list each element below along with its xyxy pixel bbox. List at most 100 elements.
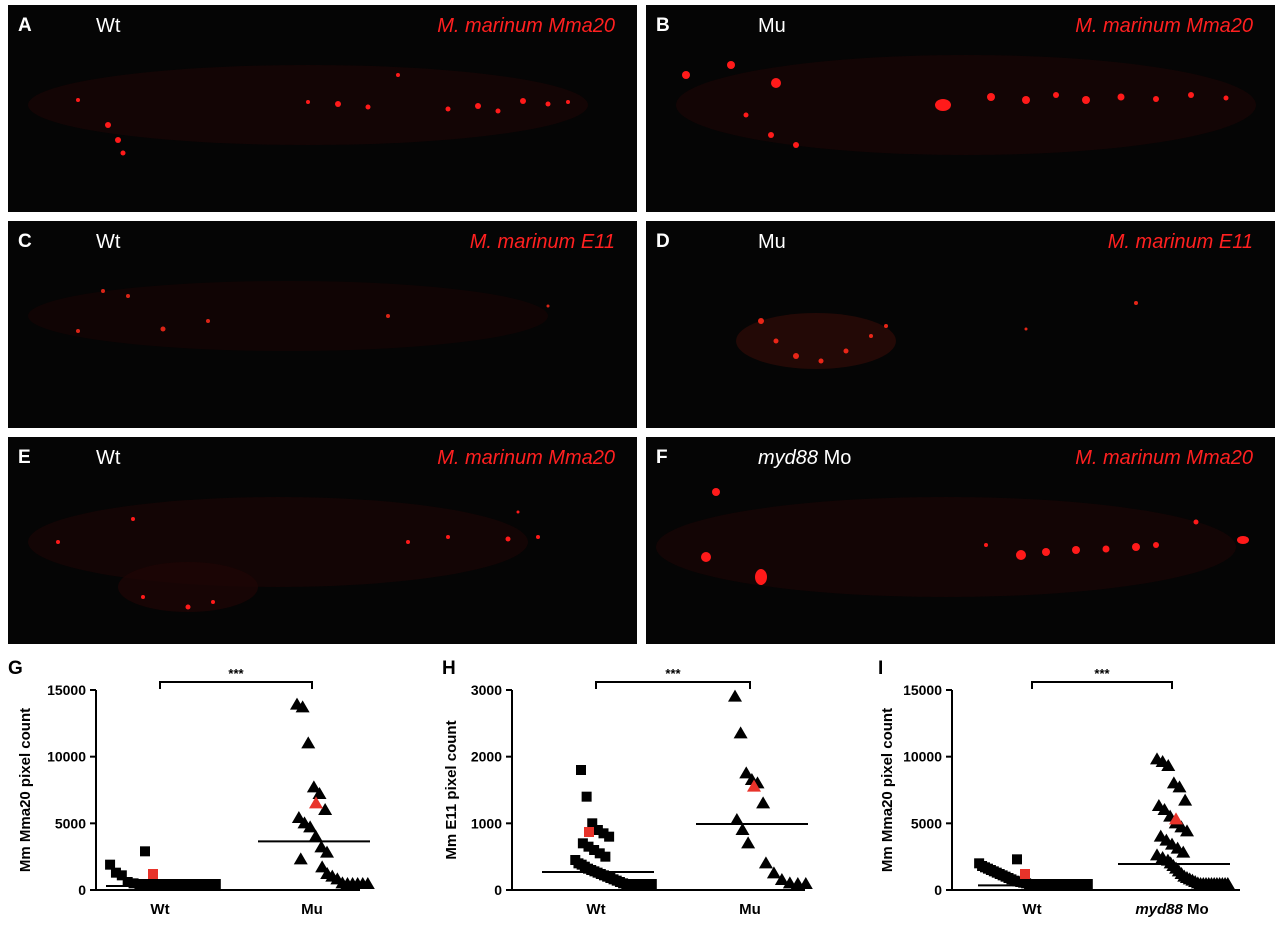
- panel-e: E Wt M. marinum Mma20: [8, 437, 637, 644]
- fluorescence-image: [736, 301, 1138, 369]
- data-point: [756, 796, 771, 809]
- y-tick-label: 1000: [471, 815, 502, 831]
- data-point: [1161, 759, 1176, 771]
- highlight-point: [1169, 812, 1183, 825]
- data-point: [306, 780, 321, 793]
- x-tick-label: Mu: [301, 901, 323, 918]
- x-tick-label: Wt: [150, 901, 169, 918]
- significance-label: ***: [228, 666, 244, 681]
- data-point: [146, 879, 157, 889]
- panel-label: I: [878, 658, 883, 679]
- data-point: [798, 877, 813, 889]
- data-point: [301, 736, 316, 749]
- data-point: [576, 765, 586, 775]
- data-point: [308, 829, 323, 842]
- data-point: [729, 813, 744, 825]
- data-point: [1012, 854, 1022, 865]
- panel-label: D: [656, 231, 670, 252]
- data-point: [295, 700, 310, 713]
- data-point: [1220, 877, 1235, 889]
- panel-label: A: [18, 15, 32, 36]
- data-point: [318, 803, 333, 815]
- data-point: [204, 879, 215, 889]
- data-point: [758, 856, 773, 869]
- condition-label: Wt: [96, 15, 121, 37]
- data-point: [1176, 845, 1191, 858]
- data-point: [157, 879, 168, 889]
- data-point: [181, 879, 192, 889]
- panel-label: G: [8, 658, 23, 679]
- data-point: [589, 845, 600, 855]
- data-point: [320, 845, 334, 858]
- panel-d: D Mu M. marinum E11: [646, 221, 1275, 428]
- x-tick-label: myd88 Mo: [1135, 901, 1208, 918]
- panel-a: A Wt M. marinum Mma20: [8, 5, 637, 212]
- data-point: [587, 818, 598, 829]
- y-tick-label: 5000: [911, 815, 942, 831]
- data-point: [110, 867, 121, 878]
- data-point: [774, 873, 789, 885]
- data-point: [1082, 879, 1093, 889]
- panel-label: E: [18, 447, 31, 468]
- fluorescence-image: [28, 497, 540, 612]
- panel-label: H: [442, 658, 456, 679]
- y-tick-label: 10000: [903, 749, 942, 765]
- data-point: [646, 879, 657, 889]
- data-point: [293, 852, 308, 865]
- data-point: [1178, 793, 1193, 806]
- data-point: [303, 820, 318, 833]
- condition-label: Mu: [758, 231, 786, 253]
- highlight-point: [1020, 869, 1030, 879]
- condition-label: Wt: [96, 231, 121, 253]
- fluorescence-image: [656, 488, 1249, 597]
- data-point: [134, 879, 145, 889]
- fluorescence-image: [28, 281, 550, 351]
- data-point: [210, 879, 221, 889]
- y-tick-label: 10000: [47, 749, 86, 765]
- data-point: [594, 848, 605, 859]
- y-axis-label: Mm Mma20 pixel count: [879, 708, 896, 872]
- y-tick-label: 2000: [471, 749, 502, 765]
- y-tick-label: 0: [78, 882, 86, 898]
- condition-label: myd88 Mo: [758, 447, 852, 469]
- data-point: [733, 726, 748, 739]
- data-point: [163, 879, 174, 889]
- highlight-point: [148, 869, 158, 879]
- y-axis-label: Mm Mma20 pixel count: [17, 708, 34, 872]
- data-point: [741, 836, 756, 849]
- data-point: [577, 838, 588, 849]
- data-point: [312, 787, 327, 799]
- data-point: [105, 859, 116, 870]
- data-point: [116, 870, 127, 881]
- data-point: [604, 831, 615, 842]
- data-point: [128, 878, 139, 889]
- significance-label: ***: [665, 666, 681, 681]
- data-point: [735, 823, 750, 835]
- x-tick-label: Wt: [586, 901, 605, 918]
- y-tick-label: 0: [494, 882, 502, 898]
- panel-label: B: [656, 15, 670, 36]
- data-point: [315, 860, 330, 873]
- data-point: [766, 866, 781, 879]
- data-point: [1157, 803, 1172, 815]
- data-point: [592, 825, 603, 835]
- y-tick-label: 5000: [55, 815, 86, 831]
- panel-b: B Mu M. marinum Mma20: [646, 5, 1275, 212]
- condition-label: Mu: [758, 15, 786, 37]
- strain-label: M. marinum Mma20: [437, 15, 615, 37]
- data-point: [152, 879, 163, 889]
- data-point: [175, 879, 186, 889]
- highlight-point: [584, 827, 594, 837]
- data-point: [1180, 824, 1194, 837]
- x-tick-label: Mu: [739, 901, 761, 918]
- data-point: [600, 851, 611, 862]
- data-point: [193, 879, 204, 889]
- y-tick-label: 3000: [471, 682, 502, 698]
- significance-bracket: [159, 681, 313, 689]
- data-point: [169, 879, 180, 889]
- data-point: [199, 879, 210, 889]
- data-point: [122, 877, 133, 887]
- data-point: [598, 828, 609, 839]
- panel-label: C: [18, 231, 32, 252]
